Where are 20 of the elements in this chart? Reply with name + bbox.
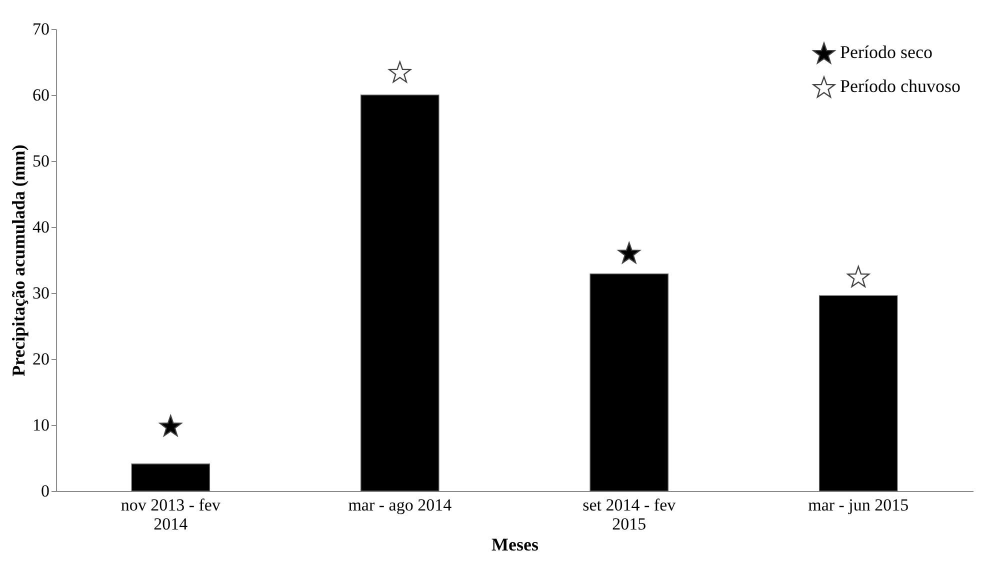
- x-tick-label: nov 2013 - fev 2014: [120, 496, 221, 534]
- y-tick-label: 30: [32, 284, 50, 302]
- x-tick-label: mar - jun 2015: [808, 496, 909, 514]
- bar: [360, 94, 440, 492]
- y-axis-title: Precipitação acumulada (mm): [8, 144, 28, 376]
- y-tick-label: 20: [32, 350, 50, 368]
- x-axis-title: Meses: [492, 534, 538, 554]
- y-tick-label: 0: [41, 482, 50, 500]
- bar: [590, 273, 669, 492]
- bar: [131, 464, 210, 492]
- legend-label: Período chuvoso: [840, 76, 960, 96]
- y-tick-label: 70: [32, 20, 50, 38]
- x-tick-label: set 2014 - fev 2015: [582, 496, 676, 534]
- y-tick-label: 50: [32, 152, 50, 170]
- y-tick-label: 60: [32, 86, 50, 104]
- y-tick-label: 10: [32, 416, 50, 434]
- y-tick-label: 40: [32, 218, 50, 236]
- bar: [818, 295, 898, 492]
- x-tick-label: mar - ago 2014: [348, 496, 452, 514]
- legend-label: Período seco: [840, 42, 932, 62]
